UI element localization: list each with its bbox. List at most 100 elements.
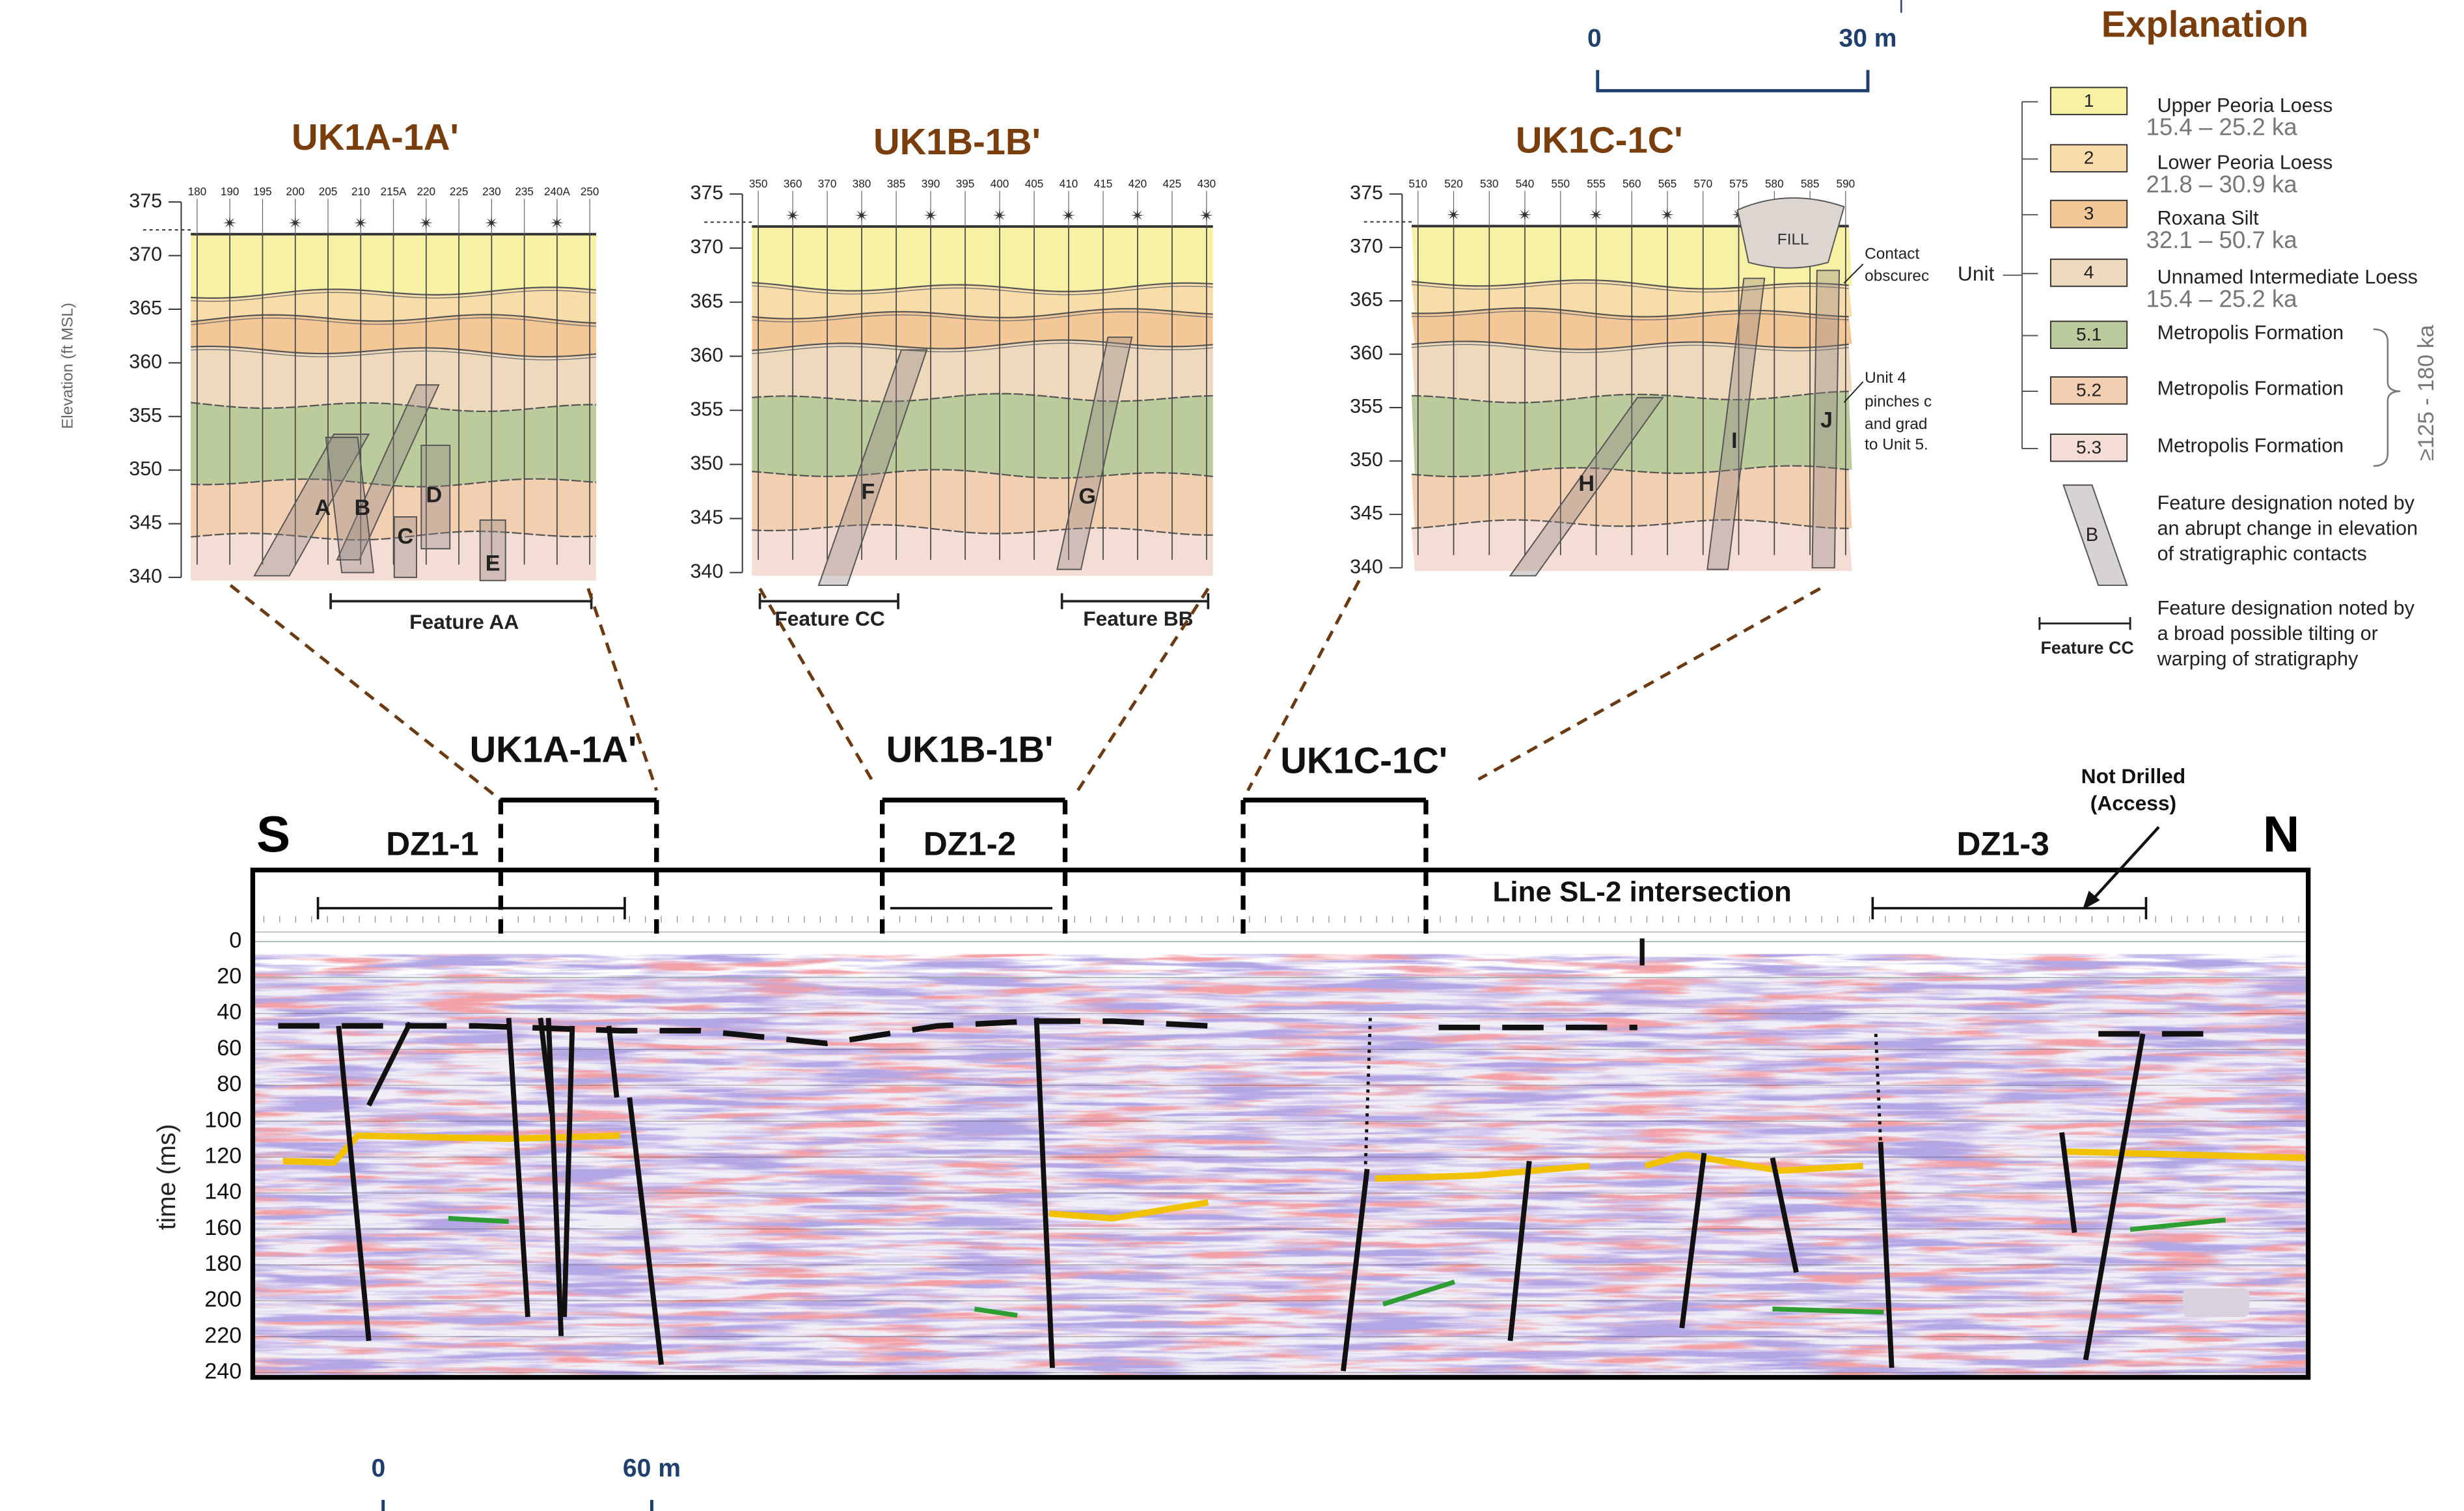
station-label: 540 [1516, 178, 1535, 190]
feature-label: G [1078, 484, 1096, 509]
station-label: 510 [1409, 178, 1428, 190]
feature-bar-text: a broad possible tilting or [2157, 622, 2378, 645]
vegetation: ✴ [1660, 206, 1675, 225]
fill-label: FILL [1777, 230, 1809, 248]
y-tick-label: 345 [690, 506, 723, 529]
station-label: 385 [887, 178, 906, 190]
y-tick-label: 365 [1350, 288, 1383, 311]
station-label: 230 [482, 186, 501, 198]
vegetation: ✴ [1130, 206, 1145, 225]
y-tick-label: 360 [129, 350, 162, 372]
feature-bar-text: Feature designation noted by [2157, 597, 2415, 619]
station-label: 550 [1552, 178, 1570, 190]
y-tick-label: 355 [690, 398, 723, 420]
unit-code: 1 [2084, 90, 2094, 111]
panel-note: Contact [1865, 245, 1919, 262]
scale-label: 0 [371, 1454, 385, 1482]
station-label: 530 [1480, 178, 1499, 190]
feature-bar-label: Feature CC [2040, 638, 2133, 658]
feature-bar-text: warping of stratigraphy [2157, 648, 2359, 670]
time-tick-label: 40 [217, 1000, 241, 1025]
y-tick-label: 360 [690, 344, 723, 366]
feature-box-text: Feature designation noted by [2157, 492, 2415, 514]
station-label: 225 [450, 186, 469, 198]
feature-label: D [426, 482, 442, 507]
time-tick-label: 180 [204, 1251, 241, 1276]
time-tick-label: 140 [204, 1180, 241, 1204]
station-label: 195 [253, 186, 272, 198]
y-tick-label: 365 [129, 297, 162, 319]
y-tick-label: 370 [690, 236, 723, 258]
unit-age: 15.4 – 25.2 ka [2146, 114, 2297, 141]
vegetation: ✴ [855, 206, 869, 225]
panel-note: and grad [1865, 415, 1927, 433]
y-tick-label: 370 [129, 243, 162, 266]
vegetation: ✴ [223, 214, 238, 233]
vegetation: ✴ [419, 214, 434, 233]
north-label: N [2263, 805, 2299, 863]
station-label: 430 [1198, 178, 1216, 190]
panel-title: UK1B-1B' [873, 121, 1041, 162]
vegetation: ✴ [484, 214, 499, 233]
station-label: 415 [1094, 178, 1113, 190]
stratigraphic-unit [752, 227, 1212, 292]
feature-group-label: Feature BB [1083, 607, 1193, 630]
intersection-label: Line SL-2 intersection [1493, 876, 1792, 908]
station-label: 250 [581, 186, 599, 198]
station-label: 580 [1765, 178, 1784, 190]
station-label: 200 [286, 186, 305, 198]
not-drilled-label: Not Drilled [2081, 764, 2186, 788]
y-tick-label: 375 [690, 182, 723, 204]
age-bracket-label: ≥125 - 180 ka [2414, 324, 2439, 461]
vegetation: ✴ [1061, 206, 1076, 225]
feature-box-text: an abrupt change in elevation [2157, 518, 2418, 540]
feature-label: I [1731, 428, 1737, 453]
station-label: 555 [1587, 178, 1606, 190]
station-label: 560 [1622, 178, 1641, 190]
feature-symbol-letter: B [2086, 524, 2099, 546]
time-tick-label: 80 [217, 1072, 241, 1096]
page: { "panels": [ {"title": "UK1A-1A'", "y_l… [0, 0, 2464, 1511]
time-tick-label: 120 [204, 1143, 241, 1168]
y-tick-label: 350 [1350, 449, 1383, 471]
vegetation: ✴ [786, 206, 801, 225]
age-brace [2374, 329, 2401, 466]
stratigraphic-unit [752, 469, 1212, 535]
feature-label: E [486, 551, 500, 575]
station-label: 390 [922, 178, 940, 190]
zone-label: DZ1-2 [924, 825, 1017, 862]
feature-group-label: Feature AA [409, 610, 519, 633]
time-tick-label: 100 [204, 1107, 241, 1132]
panel-title: UK1C-1C' [1516, 120, 1683, 161]
y-tick-label: 340 [129, 565, 162, 587]
station-label: 240A [544, 186, 571, 198]
time-tick-label: 20 [217, 964, 241, 989]
station-label: 570 [1694, 178, 1713, 190]
unit-code: 5.2 [2076, 380, 2101, 400]
unit-code: 3 [2084, 203, 2094, 223]
station-label: 210 [351, 186, 370, 198]
station-label: 400 [991, 178, 1009, 190]
unit-name: Metropolis Formation [2157, 435, 2344, 457]
panel-note: pinches c [1865, 393, 1932, 411]
horizon-green [1772, 1309, 1883, 1312]
unit-age: 15.4 – 25.2 ka [2146, 285, 2297, 312]
y-axis-label: time (ms) [153, 1124, 181, 1230]
station-label: 370 [818, 178, 837, 190]
station-label: 420 [1129, 178, 1147, 190]
y-tick-label: 340 [1350, 555, 1383, 577]
south-label: S [256, 805, 290, 863]
time-tick-label: 220 [204, 1323, 241, 1348]
unit-code: 5.3 [2076, 437, 2101, 457]
panel-title: UK1A-1A' [292, 117, 459, 158]
station-label: 360 [784, 178, 802, 190]
station-label: 380 [853, 178, 871, 190]
anomaly [2183, 1288, 2250, 1317]
unit-code: 2 [2084, 148, 2094, 168]
not-drilled-label: (Access) [2090, 792, 2176, 815]
zone-label: DZ1-3 [1956, 825, 2049, 862]
scale-label: 60 m [623, 1454, 681, 1482]
station-label: 590 [1837, 178, 1855, 190]
time-tick-label: 160 [204, 1215, 241, 1240]
unit-age: 32.1 – 50.7 ka [2146, 227, 2297, 253]
